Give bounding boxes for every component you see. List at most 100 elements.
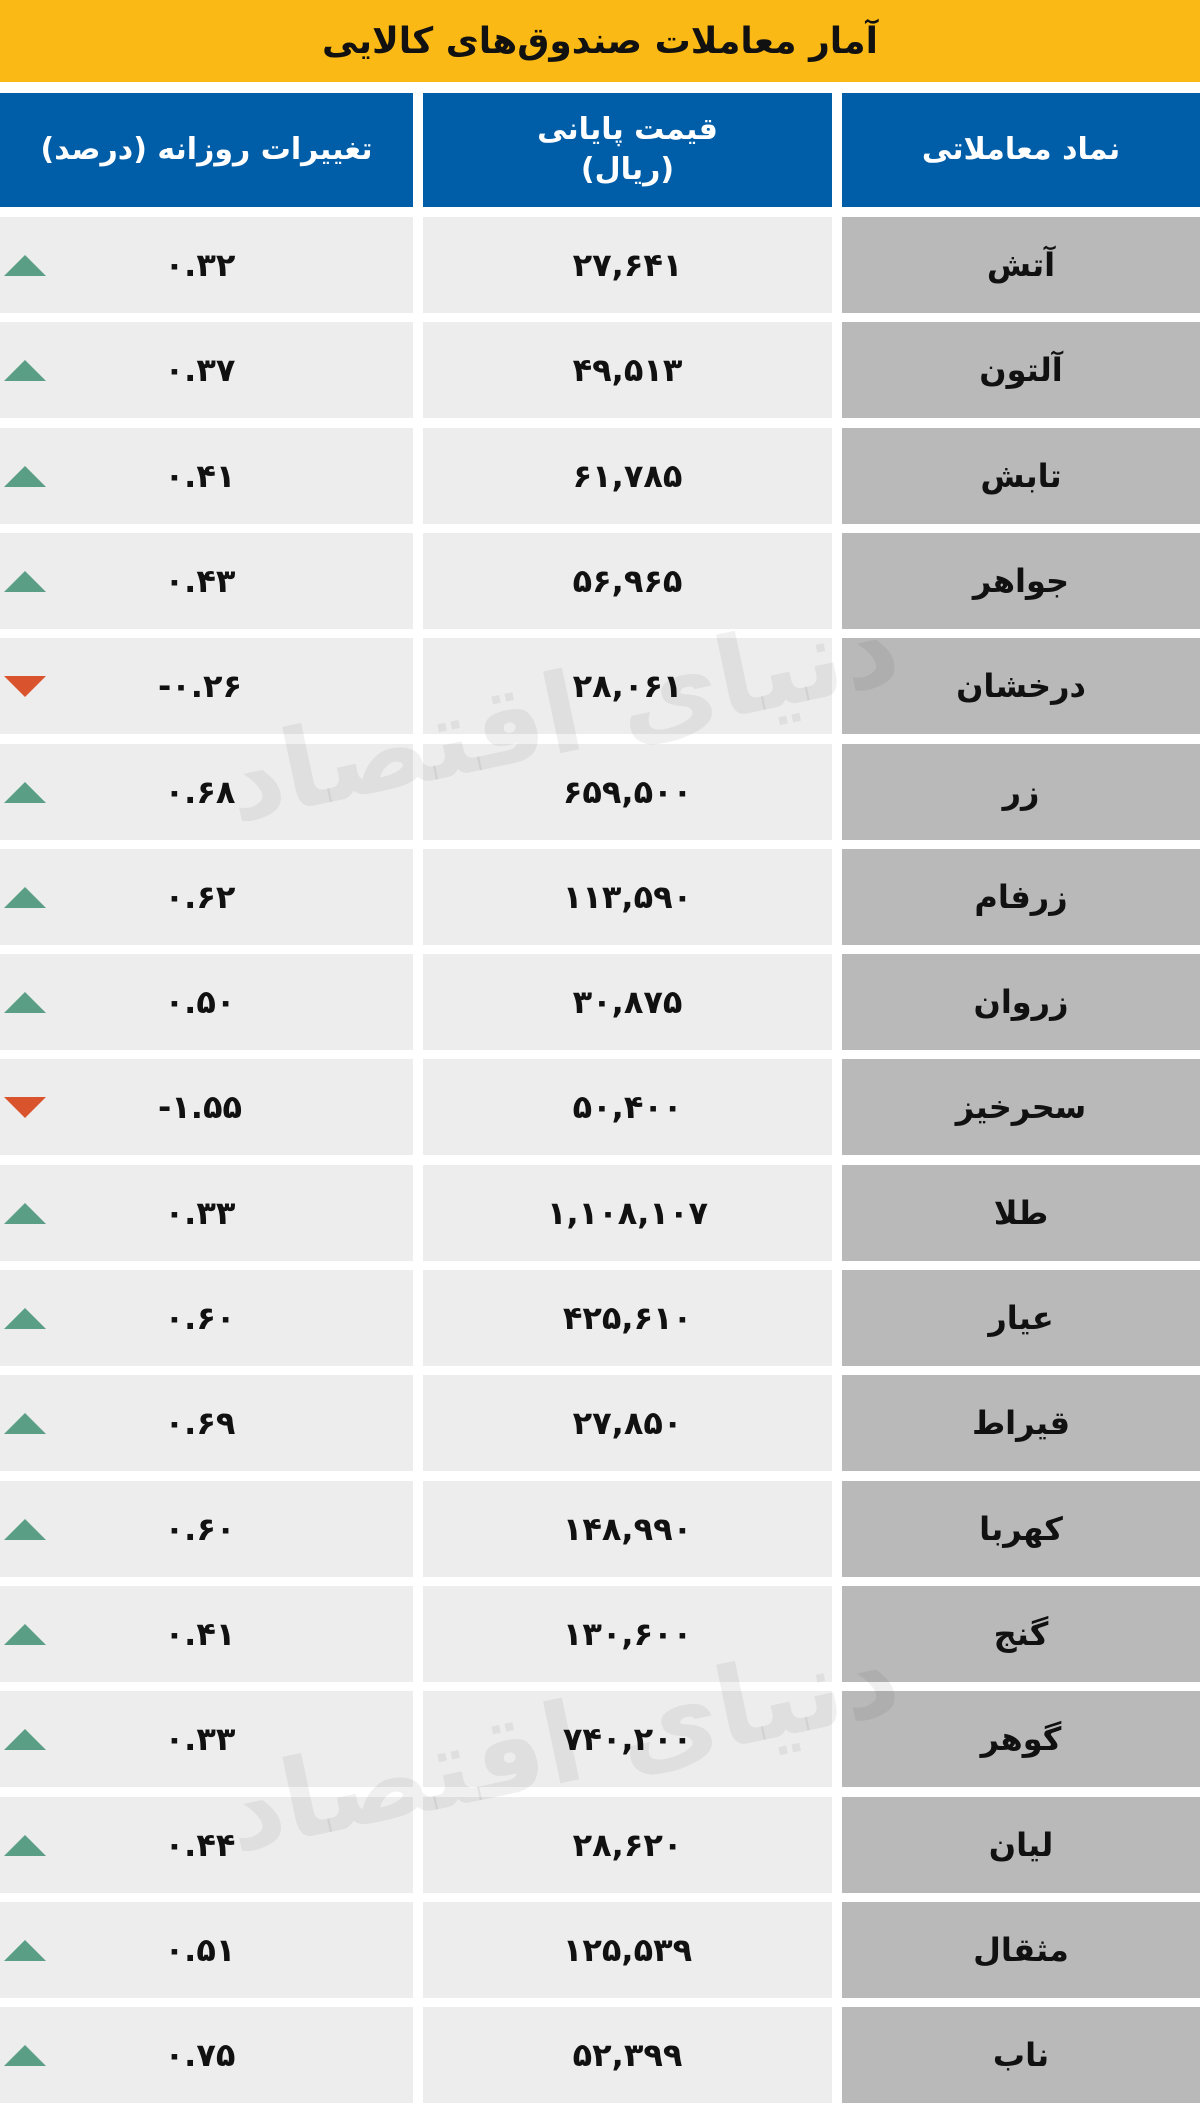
table-row: ۰.۶۲ ۱۱۳,۵۹۰ زرفام bbox=[0, 848, 1200, 945]
symbol-cell: عیار bbox=[842, 1270, 1200, 1366]
triangle-up-icon bbox=[4, 781, 46, 803]
triangle-down-icon bbox=[4, 676, 46, 698]
change-cell: ۰.۶۹ bbox=[0, 1375, 413, 1472]
change-value: ۰.۳۲ bbox=[164, 246, 236, 284]
table-row: ۰.۷۵ ۵۲,۳۹۹ ناب bbox=[0, 2007, 1200, 2104]
change-value: ۰.۴۳ bbox=[164, 561, 236, 600]
header-change: تغییرات روزانه (درصد) bbox=[0, 93, 413, 207]
change-value: ۰.۶۸ bbox=[164, 772, 236, 811]
symbol-cell: ناب bbox=[842, 2007, 1200, 2104]
table-row: -۰.۲۶ ۲۸,۰۶۱ درخشان bbox=[0, 638, 1200, 735]
table-row: ۰.۳۳ ۷۴۰,۲۰۰ گوهر bbox=[0, 1691, 1200, 1788]
change-value: ۰.۳۳ bbox=[164, 1193, 236, 1232]
change-cell: ۰.۵۰ bbox=[0, 954, 413, 1051]
table-row: ۰.۴۱ ۱۳۰,۶۰۰ گنج bbox=[0, 1585, 1200, 1682]
price-cell: ۲۸,۶۲۰ bbox=[423, 1796, 832, 1893]
price-cell: ۶۵۹,۵۰۰ bbox=[423, 743, 832, 840]
change-value: -۰.۲۶ bbox=[157, 667, 243, 706]
symbol-cell: تابش bbox=[842, 427, 1200, 524]
table-row: ۰.۶۰ ۱۴۸,۹۹۰ کهربا bbox=[0, 1480, 1200, 1577]
table-row: ۰.۶۹ ۲۷,۸۵۰ قیراط bbox=[0, 1375, 1200, 1472]
change-cell: ۰.۳۳ bbox=[0, 1691, 413, 1788]
triangle-up-icon bbox=[4, 1413, 46, 1435]
table-row: ۰.۴۴ ۲۸,۶۲۰ لیان bbox=[0, 1796, 1200, 1893]
header-symbol: نماد معاملاتی bbox=[842, 93, 1200, 207]
table-row: ۰.۶۰ ۴۲۵,۶۱۰ عیار bbox=[0, 1270, 1200, 1366]
price-cell: ۵۲,۳۹۹ bbox=[423, 2007, 832, 2104]
symbol-cell: گوهر bbox=[842, 1691, 1200, 1788]
price-cell: ۱۲۵,۵۳۹ bbox=[423, 1901, 832, 1998]
price-cell: ۲۸,۰۶۱ bbox=[423, 638, 832, 735]
symbol-cell: زروان bbox=[842, 954, 1200, 1051]
change-cell: ۰.۶۰ bbox=[0, 1270, 413, 1366]
symbol-cell: زر bbox=[842, 743, 1200, 840]
triangle-up-icon bbox=[4, 1518, 46, 1540]
symbol-cell: مثقال bbox=[842, 1901, 1200, 1998]
triangle-up-icon bbox=[4, 2045, 46, 2067]
triangle-up-icon bbox=[4, 1623, 46, 1645]
table-row: ۰.۳۲ ۲۷,۶۴۱ آتش bbox=[0, 217, 1200, 313]
table-row: ۰.۶۸ ۶۵۹,۵۰۰ زر bbox=[0, 743, 1200, 840]
change-cell: -۰.۲۶ bbox=[0, 638, 413, 735]
triangle-up-icon bbox=[4, 255, 46, 276]
price-cell: ۷۴۰,۲۰۰ bbox=[423, 1691, 832, 1788]
triangle-up-icon bbox=[4, 360, 46, 382]
header-price: قیمت پایانی (ریال) bbox=[423, 93, 832, 207]
change-value: ۰.۵۰ bbox=[164, 983, 236, 1022]
change-cell: ۰.۵۱ bbox=[0, 1901, 413, 1998]
change-value: ۰.۳۳ bbox=[164, 1720, 236, 1759]
change-cell: ۰.۴۱ bbox=[0, 427, 413, 524]
price-cell: ۱۴۸,۹۹۰ bbox=[423, 1480, 832, 1577]
change-cell: ۰.۴۴ bbox=[0, 1796, 413, 1893]
change-value: ۰.۶۰ bbox=[164, 1299, 236, 1337]
price-cell: ۴۹,۵۱۳ bbox=[423, 322, 832, 419]
price-cell: ۲۷,۸۵۰ bbox=[423, 1375, 832, 1472]
symbol-cell: لیان bbox=[842, 1796, 1200, 1893]
triangle-up-icon bbox=[4, 1834, 46, 1856]
symbol-cell: قیراط bbox=[842, 1375, 1200, 1472]
symbol-cell: طلا bbox=[842, 1164, 1200, 1261]
change-cell: ۰.۴۳ bbox=[0, 532, 413, 629]
price-cell: ۲۷,۶۴۱ bbox=[423, 217, 832, 313]
change-value: ۰.۴۱ bbox=[164, 1614, 236, 1653]
triangle-up-icon bbox=[4, 1939, 46, 1961]
price-cell: ۱,۱۰۸,۱۰۷ bbox=[423, 1164, 832, 1261]
price-cell: ۴۲۵,۶۱۰ bbox=[423, 1270, 832, 1366]
page-title: آمار معاملات صندوق‌های کالایی bbox=[322, 20, 878, 62]
symbol-cell: زرفام bbox=[842, 848, 1200, 945]
change-value: ۰.۶۹ bbox=[164, 1404, 236, 1443]
table-row: ۰.۳۳ ۱,۱۰۸,۱۰۷ طلا bbox=[0, 1164, 1200, 1261]
table-row: ۰.۴۳ ۵۶,۹۶۵ جواهر bbox=[0, 532, 1200, 629]
change-cell: ۰.۳۳ bbox=[0, 1164, 413, 1261]
table-row: ۰.۴۱ ۶۱,۷۸۵ تابش bbox=[0, 427, 1200, 524]
symbol-cell: سحرخیز bbox=[842, 1059, 1200, 1156]
title-bar: آمار معاملات صندوق‌های کالایی bbox=[0, 0, 1200, 82]
symbol-cell: گنج bbox=[842, 1585, 1200, 1682]
table-row: ۰.۵۱ ۱۲۵,۵۳۹ مثقال bbox=[0, 1901, 1200, 1998]
price-cell: ۶۱,۷۸۵ bbox=[423, 427, 832, 524]
triangle-up-icon bbox=[4, 886, 46, 908]
change-cell: ۰.۶۸ bbox=[0, 743, 413, 840]
triangle-up-icon bbox=[4, 1308, 46, 1329]
symbol-cell: جواهر bbox=[842, 532, 1200, 629]
change-value: ۰.۶۰ bbox=[164, 1509, 236, 1548]
change-value: -۱.۵۵ bbox=[157, 1088, 243, 1127]
change-cell: ۰.۳۷ bbox=[0, 322, 413, 419]
triangle-up-icon bbox=[4, 465, 46, 487]
table-row: ۰.۵۰ ۳۰,۸۷۵ زروان bbox=[0, 954, 1200, 1051]
price-cell: ۵۶,۹۶۵ bbox=[423, 532, 832, 629]
triangle-up-icon bbox=[4, 1729, 46, 1751]
price-cell: ۱۳۰,۶۰۰ bbox=[423, 1585, 832, 1682]
change-cell: ۰.۷۵ bbox=[0, 2007, 413, 2104]
symbol-cell: آلتون bbox=[842, 322, 1200, 419]
change-value: ۰.۵۱ bbox=[164, 1930, 236, 1969]
symbol-cell: آتش bbox=[842, 217, 1200, 313]
symbol-cell: کهربا bbox=[842, 1480, 1200, 1577]
change-value: ۰.۳۷ bbox=[164, 351, 236, 390]
triangle-down-icon bbox=[4, 1097, 46, 1119]
symbol-cell: درخشان bbox=[842, 638, 1200, 735]
table-row: -۱.۵۵ ۵۰,۴۰۰ سحرخیز bbox=[0, 1059, 1200, 1156]
change-value: ۰.۴۱ bbox=[164, 456, 236, 495]
table-row: ۰.۳۷ ۴۹,۵۱۳ آلتون bbox=[0, 322, 1200, 419]
triangle-up-icon bbox=[4, 992, 46, 1014]
